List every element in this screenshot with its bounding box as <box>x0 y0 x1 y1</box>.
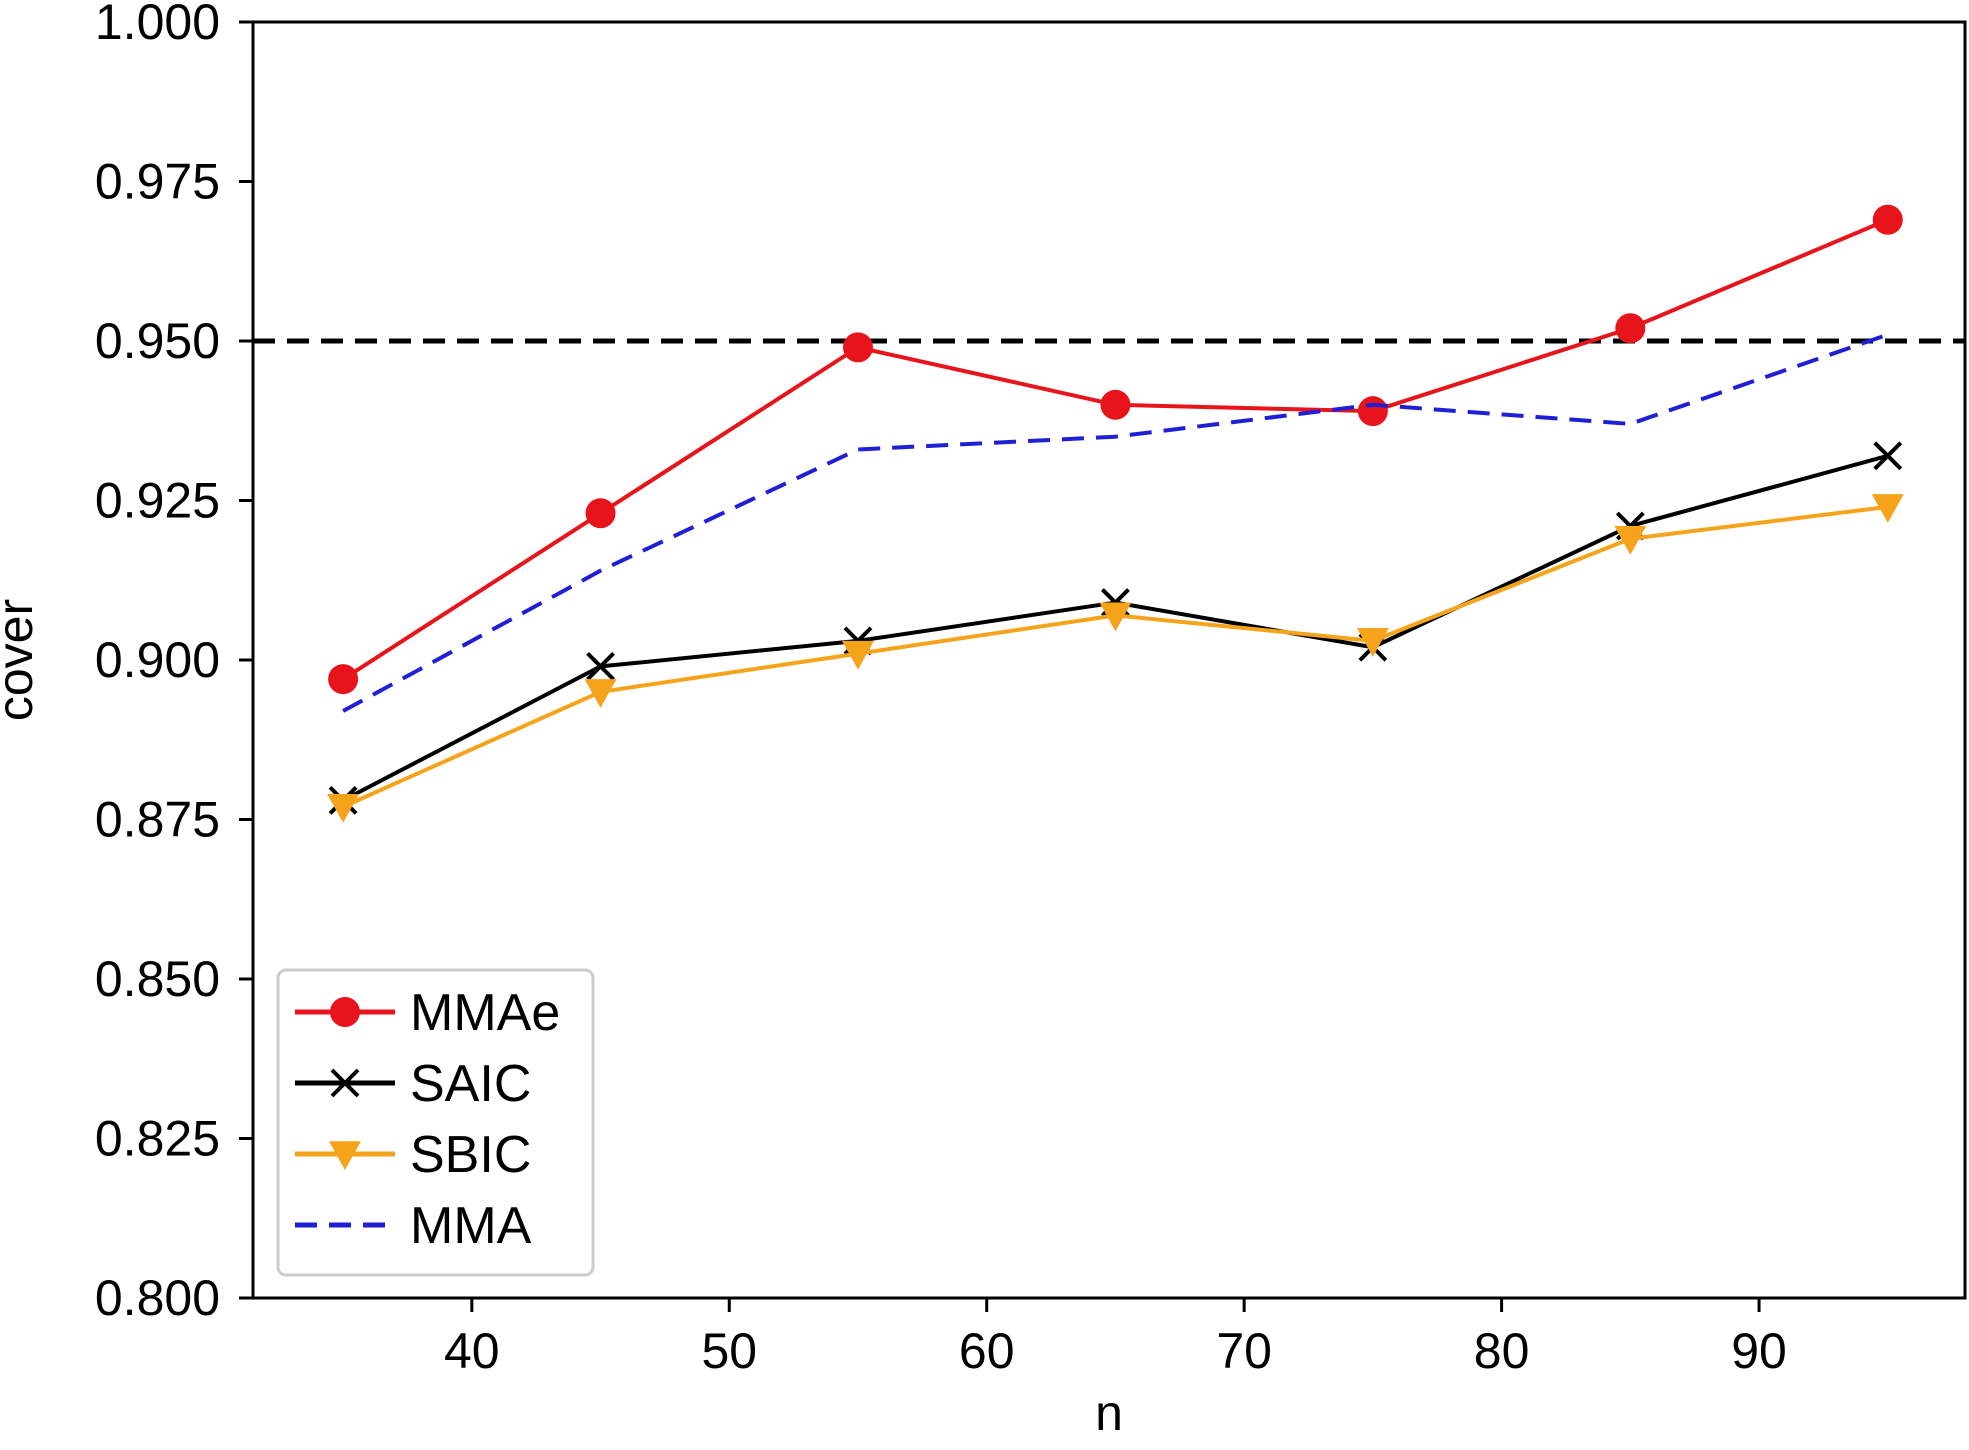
series-mmae <box>328 204 1903 695</box>
data-point-saic <box>586 651 615 681</box>
y-tick-label: 0.925 <box>95 473 220 529</box>
x-tick-label: 60 <box>959 1323 1015 1379</box>
x-tick-label: 90 <box>1731 1323 1787 1379</box>
legend-label: MMAe <box>410 984 560 1042</box>
x-axis-label: n <box>1095 1385 1123 1441</box>
data-point-sbic <box>1614 525 1647 555</box>
series-sbic <box>327 494 1904 823</box>
legend-label: MMA <box>410 1197 532 1255</box>
legend-item-mmae: MMAe <box>295 984 560 1042</box>
data-point-sbic <box>1099 602 1132 632</box>
y-tick-label: 0.950 <box>95 313 220 369</box>
x-tick-label: 40 <box>444 1323 500 1379</box>
x-tick-label: 50 <box>701 1323 757 1379</box>
legend: MMAe SAIC SBIC MMA <box>276 968 595 1277</box>
data-point-sbic <box>327 793 360 823</box>
legend-item-mma: MMA <box>295 1197 532 1255</box>
legend-marker <box>330 1068 360 1098</box>
series-line-sbic <box>342 504 1889 809</box>
data-point-sbic <box>1871 494 1904 523</box>
data-point-saic <box>1873 441 1903 471</box>
y-tick-label: 0.875 <box>95 792 220 848</box>
data-point-mmae <box>1615 313 1646 344</box>
legend-marker <box>330 997 360 1027</box>
data-point-mmae <box>328 664 359 695</box>
data-point-mmae <box>585 498 616 529</box>
data-point-mmae <box>842 332 873 363</box>
legend-marker <box>329 1141 361 1170</box>
series-mma <box>342 332 1889 713</box>
y-tick-label: 0.900 <box>95 632 220 688</box>
y-tick-label: 1.000 <box>95 0 220 50</box>
y-tick-label: 0.850 <box>95 951 220 1007</box>
y-tick-label: 0.800 <box>95 1270 220 1326</box>
legend-item-sbic: SBIC <box>295 1126 531 1184</box>
y-tick-label: 0.975 <box>95 154 220 210</box>
legend-label: SAIC <box>410 1055 531 1113</box>
data-point-sbic <box>1356 628 1389 657</box>
y-axis-label: cover <box>0 599 43 721</box>
legend-label: SBIC <box>410 1126 531 1184</box>
data-point-mmae <box>1872 204 1903 235</box>
legend-item-saic: SAIC <box>295 1055 531 1113</box>
x-tick-label: 80 <box>1474 1323 1530 1379</box>
legend-box <box>276 968 595 1277</box>
data-point-sbic <box>584 679 617 708</box>
y-tick-label: 0.825 <box>95 1111 220 1167</box>
data-point-mmae <box>1100 389 1131 420</box>
series-line-mma <box>342 332 1889 713</box>
x-tick-label: 70 <box>1216 1323 1272 1379</box>
data-point-sbic <box>841 640 874 670</box>
data-point-mmae <box>1357 396 1388 427</box>
